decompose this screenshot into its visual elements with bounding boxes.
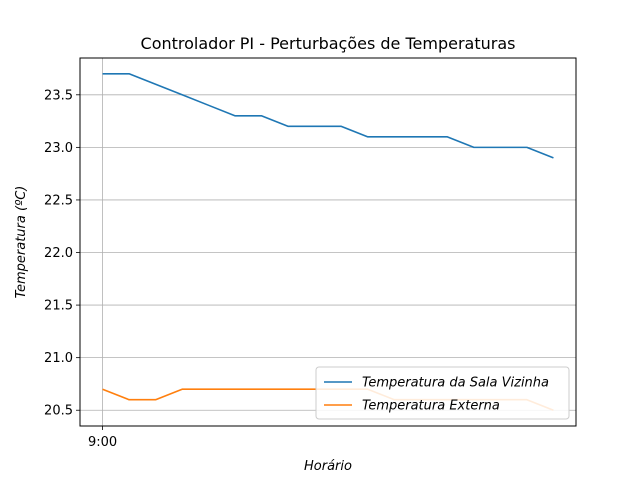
legend-box xyxy=(315,366,570,420)
legend-entry-1: Temperatura da Sala Vizinha xyxy=(362,376,549,391)
series-line-1 xyxy=(102,72,554,159)
chart-title: Controlador PI - Perturbações de Tempera… xyxy=(141,34,516,53)
y-tick-label: 21.0 xyxy=(44,351,73,366)
plot-frame xyxy=(79,57,577,427)
y-tick-label: 22.0 xyxy=(44,246,73,261)
grid xyxy=(80,58,576,426)
legend-entry-2: Temperatura Externa xyxy=(362,399,500,414)
y-tick-label: 20.5 xyxy=(44,404,73,419)
y-tick-label: 22.5 xyxy=(44,193,73,208)
y-tick-label: 23.5 xyxy=(44,88,73,103)
y-tick-label: 21.5 xyxy=(44,299,73,314)
x-tick-label: 9:00 xyxy=(88,435,117,450)
x-axis-label: Horário xyxy=(304,459,352,474)
y-axis-label: Temperatura (ºC) xyxy=(14,186,29,299)
y-tick-label: 23.0 xyxy=(44,141,73,156)
plot-area xyxy=(80,58,576,426)
legend: Temperatura da Sala Vizinha Temperatura E… xyxy=(315,366,570,420)
axes: 20.5 21.0 21.5 22.0 22.5 23.0 23.5 9:00 xyxy=(44,88,117,450)
